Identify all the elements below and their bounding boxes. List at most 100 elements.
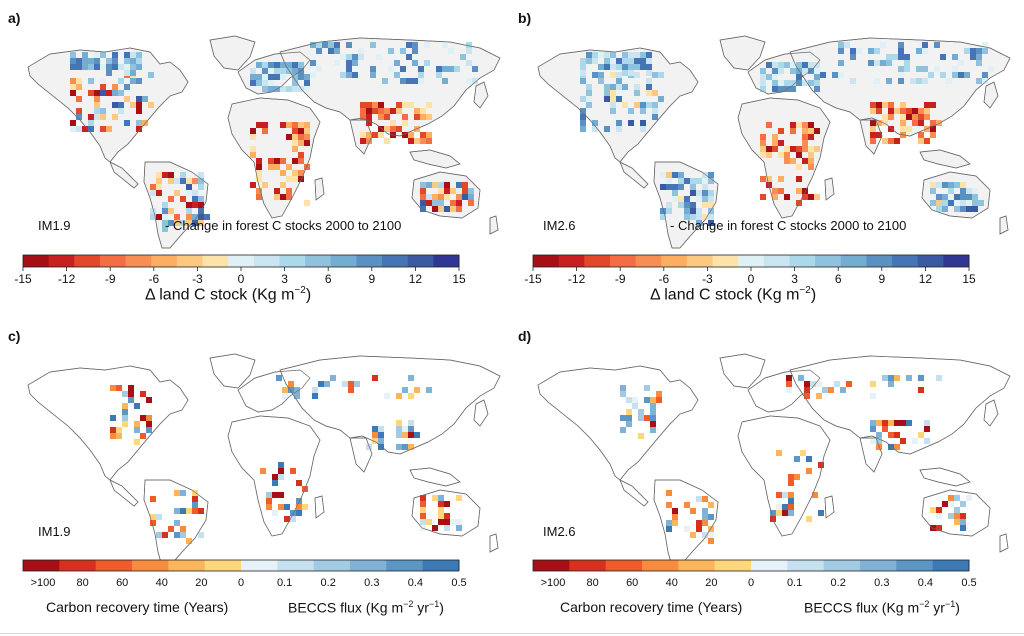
grid-cell <box>420 132 426 138</box>
grid-cell <box>634 52 640 58</box>
grid-cell <box>284 516 290 522</box>
grid-cell <box>660 172 666 178</box>
grid-cell <box>402 444 408 450</box>
grid-cell <box>296 480 302 486</box>
beccs-swatch <box>787 560 825 571</box>
grid-cell <box>444 519 450 525</box>
grid-cell <box>646 58 652 64</box>
grid-cell <box>772 134 778 140</box>
grid-cell <box>772 140 778 146</box>
grid-cell <box>954 182 960 188</box>
grid-cell <box>162 226 168 232</box>
grid-cell <box>292 146 298 152</box>
grid-cell <box>262 80 268 86</box>
grid-cell <box>954 507 960 513</box>
grid-cell <box>640 102 646 108</box>
grid-cell <box>610 84 616 90</box>
grid-cell <box>370 66 376 72</box>
grid-cell <box>146 427 152 433</box>
grid-cell <box>838 48 844 54</box>
beccs-sup: −2 <box>919 599 930 609</box>
colorbar-tick-label: 12 <box>919 272 933 286</box>
grid-cell <box>708 202 714 208</box>
grid-cell <box>292 170 298 176</box>
grid-cell <box>626 409 632 415</box>
grid-cell <box>418 66 424 72</box>
grid-cell <box>592 120 598 126</box>
coastline <box>27 365 189 481</box>
grid-cell <box>406 78 412 84</box>
grid-cell <box>288 381 294 387</box>
grid-cell <box>312 393 318 399</box>
grid-cell <box>106 126 112 132</box>
grid-cell <box>436 72 442 78</box>
grid-cell <box>412 42 418 48</box>
coastline <box>411 171 481 219</box>
grid-cell <box>870 393 876 399</box>
colorbar-swatch <box>407 255 434 267</box>
panel-b: b) IM2.6 - Change in forest C stocks 200… <box>510 0 1015 318</box>
landmass-outline <box>653 479 719 567</box>
grid-cell <box>790 158 796 164</box>
coastline <box>349 119 373 155</box>
grid-cell <box>894 138 900 144</box>
grid-cell <box>982 72 988 78</box>
grid-cell <box>290 468 296 474</box>
landmass-outline <box>27 365 189 481</box>
colorbar-tick-label: 0.3 <box>874 577 889 589</box>
colorbar-title-end: ) <box>305 286 312 304</box>
grid-cell <box>868 48 874 54</box>
grid-cell <box>438 182 444 188</box>
grid-cell <box>424 60 430 66</box>
grid-cell <box>186 508 192 514</box>
colorbar-swatch <box>202 255 229 267</box>
grid-cell <box>366 102 372 108</box>
grid-cell <box>292 122 298 128</box>
grid-cell <box>796 176 802 182</box>
grid-cell <box>912 438 918 444</box>
grid-cell <box>360 114 366 120</box>
coastline <box>719 353 766 389</box>
colorbar-frame <box>532 559 970 572</box>
grid-cell <box>948 182 954 188</box>
grid-cell <box>702 532 708 538</box>
grid-cell <box>378 108 384 114</box>
grid-cell <box>318 381 324 387</box>
grid-cell <box>70 126 76 132</box>
grid-cell <box>298 128 304 134</box>
grid-cell <box>156 190 162 196</box>
grid-cell <box>604 96 610 102</box>
grid-cell <box>784 194 790 200</box>
grid-cell <box>760 140 766 146</box>
grid-cell <box>934 42 940 48</box>
stock-colorbar: -15 -12 -9 -6 -3 0 3 6 9 12 15 <box>14 254 466 286</box>
grid-cell <box>180 532 186 538</box>
grid-cell <box>966 194 972 200</box>
grid-cell <box>796 122 802 128</box>
grid-cell <box>346 54 352 60</box>
grid-cell <box>112 84 118 90</box>
grid-cell <box>450 206 456 212</box>
grid-cell <box>302 504 308 510</box>
grid-cell <box>796 80 802 86</box>
grid-cell <box>122 403 128 409</box>
grid-cell <box>918 375 924 381</box>
grid-cell <box>592 72 598 78</box>
grid-cell <box>378 102 384 108</box>
grid-cell <box>970 54 976 60</box>
grid-cell <box>776 492 782 498</box>
grid-cell <box>76 96 82 102</box>
grid-cell <box>922 42 928 48</box>
grid-cell <box>432 194 438 200</box>
grid-cell <box>982 78 988 84</box>
grid-cell <box>696 526 702 532</box>
grid-cell <box>390 108 396 114</box>
grid-cell <box>256 74 262 80</box>
landmass-outline <box>619 479 649 507</box>
grid-cell <box>192 190 198 196</box>
coastline <box>859 119 883 155</box>
grid-cell <box>626 421 632 427</box>
grid-cell <box>786 387 792 393</box>
grid-cell <box>100 52 106 58</box>
grid-cell <box>278 504 284 510</box>
